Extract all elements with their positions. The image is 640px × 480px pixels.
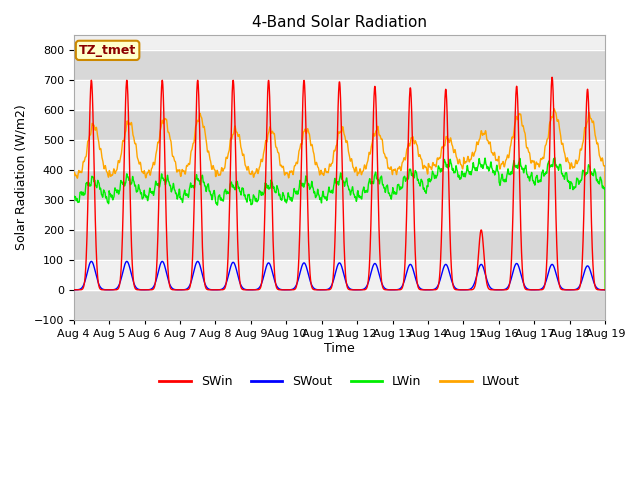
Bar <box>74 80 605 110</box>
Bar <box>74 170 605 200</box>
Line: LWout: LWout <box>74 108 605 290</box>
LWout <box>570 164 577 170</box>
LWout <box>70 173 77 179</box>
X-axis label: Time: Time <box>324 342 355 355</box>
LWout <box>550 106 558 111</box>
SWout <box>602 287 609 293</box>
LWout <box>494 158 502 164</box>
SWin <box>355 287 362 293</box>
SWout <box>570 287 577 293</box>
SWin <box>70 287 77 293</box>
Line: LWin: LWin <box>74 158 605 290</box>
SWin <box>495 287 503 293</box>
LWout <box>366 151 374 157</box>
SWin <box>366 247 374 252</box>
Bar <box>74 230 605 260</box>
LWin <box>494 168 502 174</box>
SWout <box>70 287 77 293</box>
LWin <box>602 287 609 293</box>
LWout <box>355 170 362 176</box>
SWin <box>570 287 577 293</box>
SWout <box>88 259 95 264</box>
LWin <box>70 198 77 204</box>
SWin <box>494 287 502 293</box>
Y-axis label: Solar Radiation (W/m2): Solar Radiation (W/m2) <box>15 105 28 251</box>
LWin <box>550 155 558 161</box>
Title: 4-Band Solar Radiation: 4-Band Solar Radiation <box>252 15 427 30</box>
LWin <box>555 168 563 173</box>
SWout <box>355 287 363 293</box>
SWin <box>218 287 226 293</box>
Legend: SWin, SWout, LWin, LWout: SWin, SWout, LWin, LWout <box>154 370 524 393</box>
Line: SWout: SWout <box>74 262 605 290</box>
SWout <box>218 286 226 292</box>
Bar <box>74 260 605 290</box>
Line: SWin: SWin <box>74 77 605 290</box>
SWin <box>555 277 563 283</box>
LWin <box>366 178 374 183</box>
SWout <box>555 279 563 285</box>
LWin <box>355 192 362 198</box>
LWin <box>570 186 577 192</box>
Text: TZ_tmet: TZ_tmet <box>79 44 136 57</box>
Bar <box>74 50 605 80</box>
LWout <box>602 287 609 293</box>
Bar <box>74 140 605 170</box>
Bar <box>74 110 605 140</box>
LWin <box>218 197 226 203</box>
Bar <box>74 290 605 320</box>
LWout <box>555 118 563 123</box>
SWout <box>494 287 502 293</box>
SWin <box>602 287 609 293</box>
SWin <box>548 74 556 80</box>
Bar <box>74 200 605 230</box>
SWout <box>367 273 374 278</box>
LWout <box>218 165 226 171</box>
